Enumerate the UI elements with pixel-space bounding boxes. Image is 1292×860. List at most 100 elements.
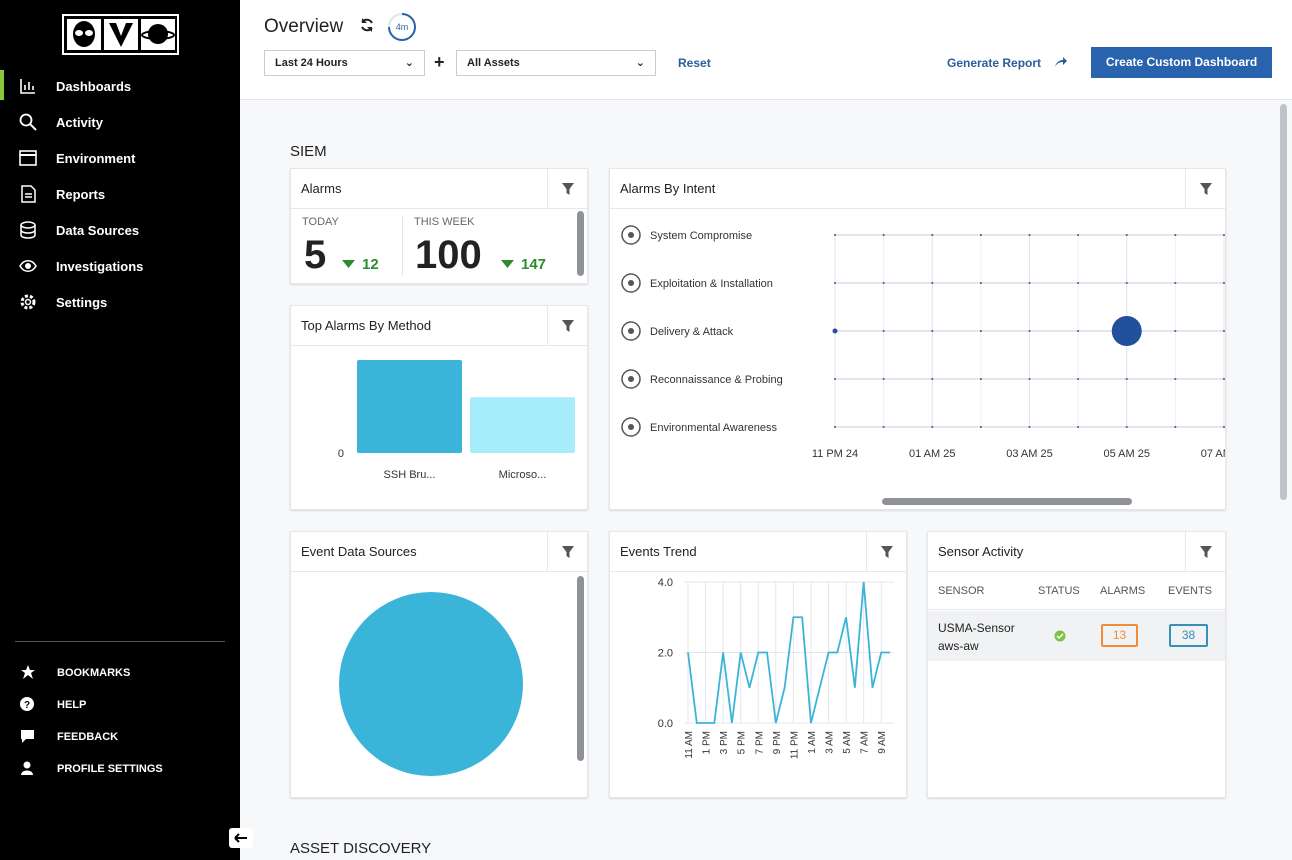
- table-row[interactable]: USMA-Sensor aws-aw 13 38: [928, 611, 1225, 661]
- refresh-icon[interactable]: [359, 17, 375, 33]
- x-tick-label: 11 PM: [789, 731, 800, 759]
- kpi-label: THIS WEEK: [414, 216, 475, 228]
- line-chart: 0.0 2.0 4.0 11 AM 1 PM 3 PM 5 PM 7 PM 9 PM 11 PM 1…: [658, 577, 894, 759]
- grid-dot: [1028, 378, 1031, 380]
- grid-dot: [1077, 330, 1080, 332]
- create-dashboard-button[interactable]: Create Custom Dashboard: [1091, 47, 1272, 78]
- bubble: [832, 328, 838, 334]
- grid-dot: [882, 282, 885, 284]
- bubble-chart: 11 PM 24 01 AM 25 03 AM 25 05 AM 25 07 AM 25…: [621, 225, 1247, 505]
- x-tick-label: 9 AM: [877, 731, 888, 754]
- grid-dot: [834, 282, 836, 284]
- intent-icon-core: [628, 280, 634, 286]
- grid-dot: [882, 378, 885, 380]
- grid-dot: [1125, 426, 1128, 428]
- time-dropdown[interactable]: Last 24 Hours ⌄: [264, 50, 425, 76]
- alarms-card: Alarms TODAY 5 12 THIS WEEK 100 147: [290, 168, 588, 284]
- y-tick-label: 2.0: [658, 648, 673, 660]
- x-tick-label: 5 AM: [842, 731, 853, 754]
- grid-dot: [1077, 426, 1080, 428]
- line-series: [687, 581, 890, 724]
- footer-item[interactable]: FEEDBACK: [57, 731, 119, 743]
- asset-dropdown[interactable]: All Assets ⌄: [456, 50, 656, 76]
- y-tick-label: 4.0: [658, 577, 673, 589]
- grid-dot: [1223, 378, 1225, 380]
- nav-item[interactable]: Data Sources: [56, 223, 140, 238]
- intent-card: Alarms By Intent 11 PM 24 01 AM 25 03 AM 2…: [609, 168, 1247, 510]
- y-category-label: Environmental Awareness: [650, 422, 777, 434]
- intent-icon: [621, 369, 641, 389]
- nav-item[interactable]: Dashboards: [56, 79, 132, 94]
- grid-dot: [1174, 378, 1177, 380]
- sidebar: Dashboards Activity Environment Reports …: [0, 0, 253, 860]
- filter-icon[interactable]: [1186, 169, 1226, 208]
- x-tick-label: SSH Bru...: [384, 469, 436, 481]
- card-header: Alarms: [291, 169, 587, 209]
- x-tick-label: 11 PM 24: [812, 448, 858, 460]
- intent-icon-core: [628, 328, 634, 334]
- kpi-change: 12: [362, 256, 379, 273]
- grid-dot: [979, 330, 982, 332]
- grid-dot: [834, 234, 836, 236]
- y-category-label: Exploitation & Installation: [650, 278, 773, 290]
- grid-dot: [1028, 426, 1031, 428]
- table-header: SENSOR STATUS ALARMS EVENTS: [928, 572, 1225, 610]
- nav-item[interactable]: Environment: [56, 151, 136, 166]
- grid-dot: [979, 378, 982, 380]
- filter-icon[interactable]: [548, 169, 588, 208]
- x-tick-label: 7 AM: [860, 731, 871, 754]
- grid-dot: [1223, 234, 1225, 236]
- page-title: Overview: [264, 16, 344, 37]
- grid-dot: [1077, 282, 1080, 284]
- card-header: Events Trend: [610, 532, 906, 572]
- refresh-timer: 4m: [388, 13, 416, 41]
- filter-icon[interactable]: [1186, 532, 1226, 571]
- filter-icon[interactable]: [548, 306, 588, 345]
- grid-dot: [882, 426, 885, 428]
- top-alarms-card: Top Alarms By Method 0 SSH Bru... Microso.…: [290, 305, 588, 510]
- nav-item[interactable]: Investigations: [56, 259, 144, 274]
- generate-report[interactable]: Generate Report: [947, 56, 1042, 70]
- card-header: Top Alarms By Method: [291, 306, 587, 346]
- bar-chart: 0 SSH Bru... Microso...: [338, 360, 575, 481]
- filter-icon[interactable]: [548, 532, 588, 571]
- events-trend-card: Events Trend 0.0 2.0 4.0 11 AM 1 PM 3 PM 5 PM 7…: [609, 531, 907, 798]
- grid-dot: [1223, 282, 1225, 284]
- grid-dot: [979, 282, 982, 284]
- intent-icon-core: [628, 232, 634, 238]
- status-ok: [1054, 630, 1066, 642]
- collapse-button[interactable]: [229, 828, 253, 848]
- alarm-count[interactable]: 13: [1101, 624, 1138, 647]
- x-tick-label: Microso...: [499, 469, 547, 481]
- event-count[interactable]: 38: [1169, 624, 1208, 647]
- icon-profile: [21, 761, 33, 775]
- intent-icon: [621, 417, 641, 437]
- footer-item[interactable]: PROFILE SETTINGS: [57, 763, 163, 775]
- page-scrollbar: [1280, 104, 1287, 500]
- footer-item[interactable]: BOOKMARKS: [57, 667, 131, 679]
- grid-dot: [931, 378, 934, 380]
- active-indicator: [0, 70, 4, 100]
- grid-dot: [1077, 378, 1080, 380]
- x-tick-label: 3 PM: [719, 731, 730, 754]
- logo: [62, 14, 179, 55]
- add-filter[interactable]: +: [434, 52, 445, 72]
- x-tick-label: 05 AM 25: [1104, 448, 1150, 460]
- grid-dot: [979, 426, 982, 428]
- nav-item[interactable]: Activity: [56, 115, 103, 130]
- footer-item[interactable]: HELP: [57, 699, 87, 711]
- bar: [357, 360, 462, 453]
- pie-chart: [339, 592, 523, 776]
- reset-link[interactable]: Reset: [678, 56, 711, 70]
- nav-item[interactable]: Reports: [56, 187, 106, 202]
- grid-dot: [931, 234, 934, 236]
- grid-dot: [1223, 426, 1225, 428]
- nav-item[interactable]: Settings: [56, 295, 108, 310]
- icon-feedback: [21, 730, 34, 743]
- share-icon: [1055, 57, 1067, 67]
- card-header: Event Data Sources: [291, 532, 587, 572]
- grid-dot: [1174, 330, 1177, 332]
- kpi-change: 147: [521, 256, 547, 273]
- icon-data-sources: [20, 221, 36, 239]
- filter-icon[interactable]: [867, 532, 907, 571]
